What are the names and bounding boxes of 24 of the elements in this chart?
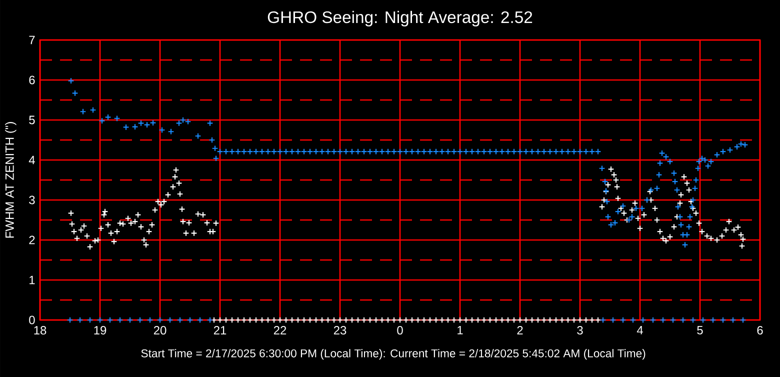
x-tick-label: 6	[757, 326, 763, 335]
chart-title: GHRO Seeing: Night Average: 2.52	[268, 10, 532, 26]
x-tick-label: 19	[94, 326, 106, 335]
y-tick-label: 6	[29, 76, 35, 84]
y-tick-label: 0	[29, 316, 35, 324]
x-tick-label: 21	[214, 326, 226, 334]
x-tick-label: 5	[697, 326, 703, 334]
x-tick-label: 23	[334, 326, 346, 335]
y-tick-label: 3	[29, 196, 35, 204]
x-tick-label: 2	[517, 326, 523, 334]
y-tick-label: 4	[28, 156, 35, 164]
y-tick-label: 7	[29, 36, 35, 44]
x-tick-label: 18	[34, 326, 46, 335]
y-tick-label: 5	[29, 116, 35, 124]
x-tick-label: 3	[577, 326, 583, 335]
x-tick-label: 1	[458, 326, 463, 334]
y-axis-title: FWHM AT ZENITH (")	[5, 122, 16, 238]
x-tick-label: 4	[636, 326, 643, 334]
x-tick-label: 0	[397, 326, 403, 335]
y-tick-label: 1	[30, 276, 35, 284]
x-tick-label: 22	[274, 326, 286, 334]
x-tick-label: 20	[154, 326, 166, 335]
y-tick-label: 2	[29, 236, 35, 244]
text: Start Time = 2/17/2025 6:30:00 PM (Local Time): Current Time = 2/18/2025 5:45:02 AM (Local Time)	[141, 349, 646, 360]
